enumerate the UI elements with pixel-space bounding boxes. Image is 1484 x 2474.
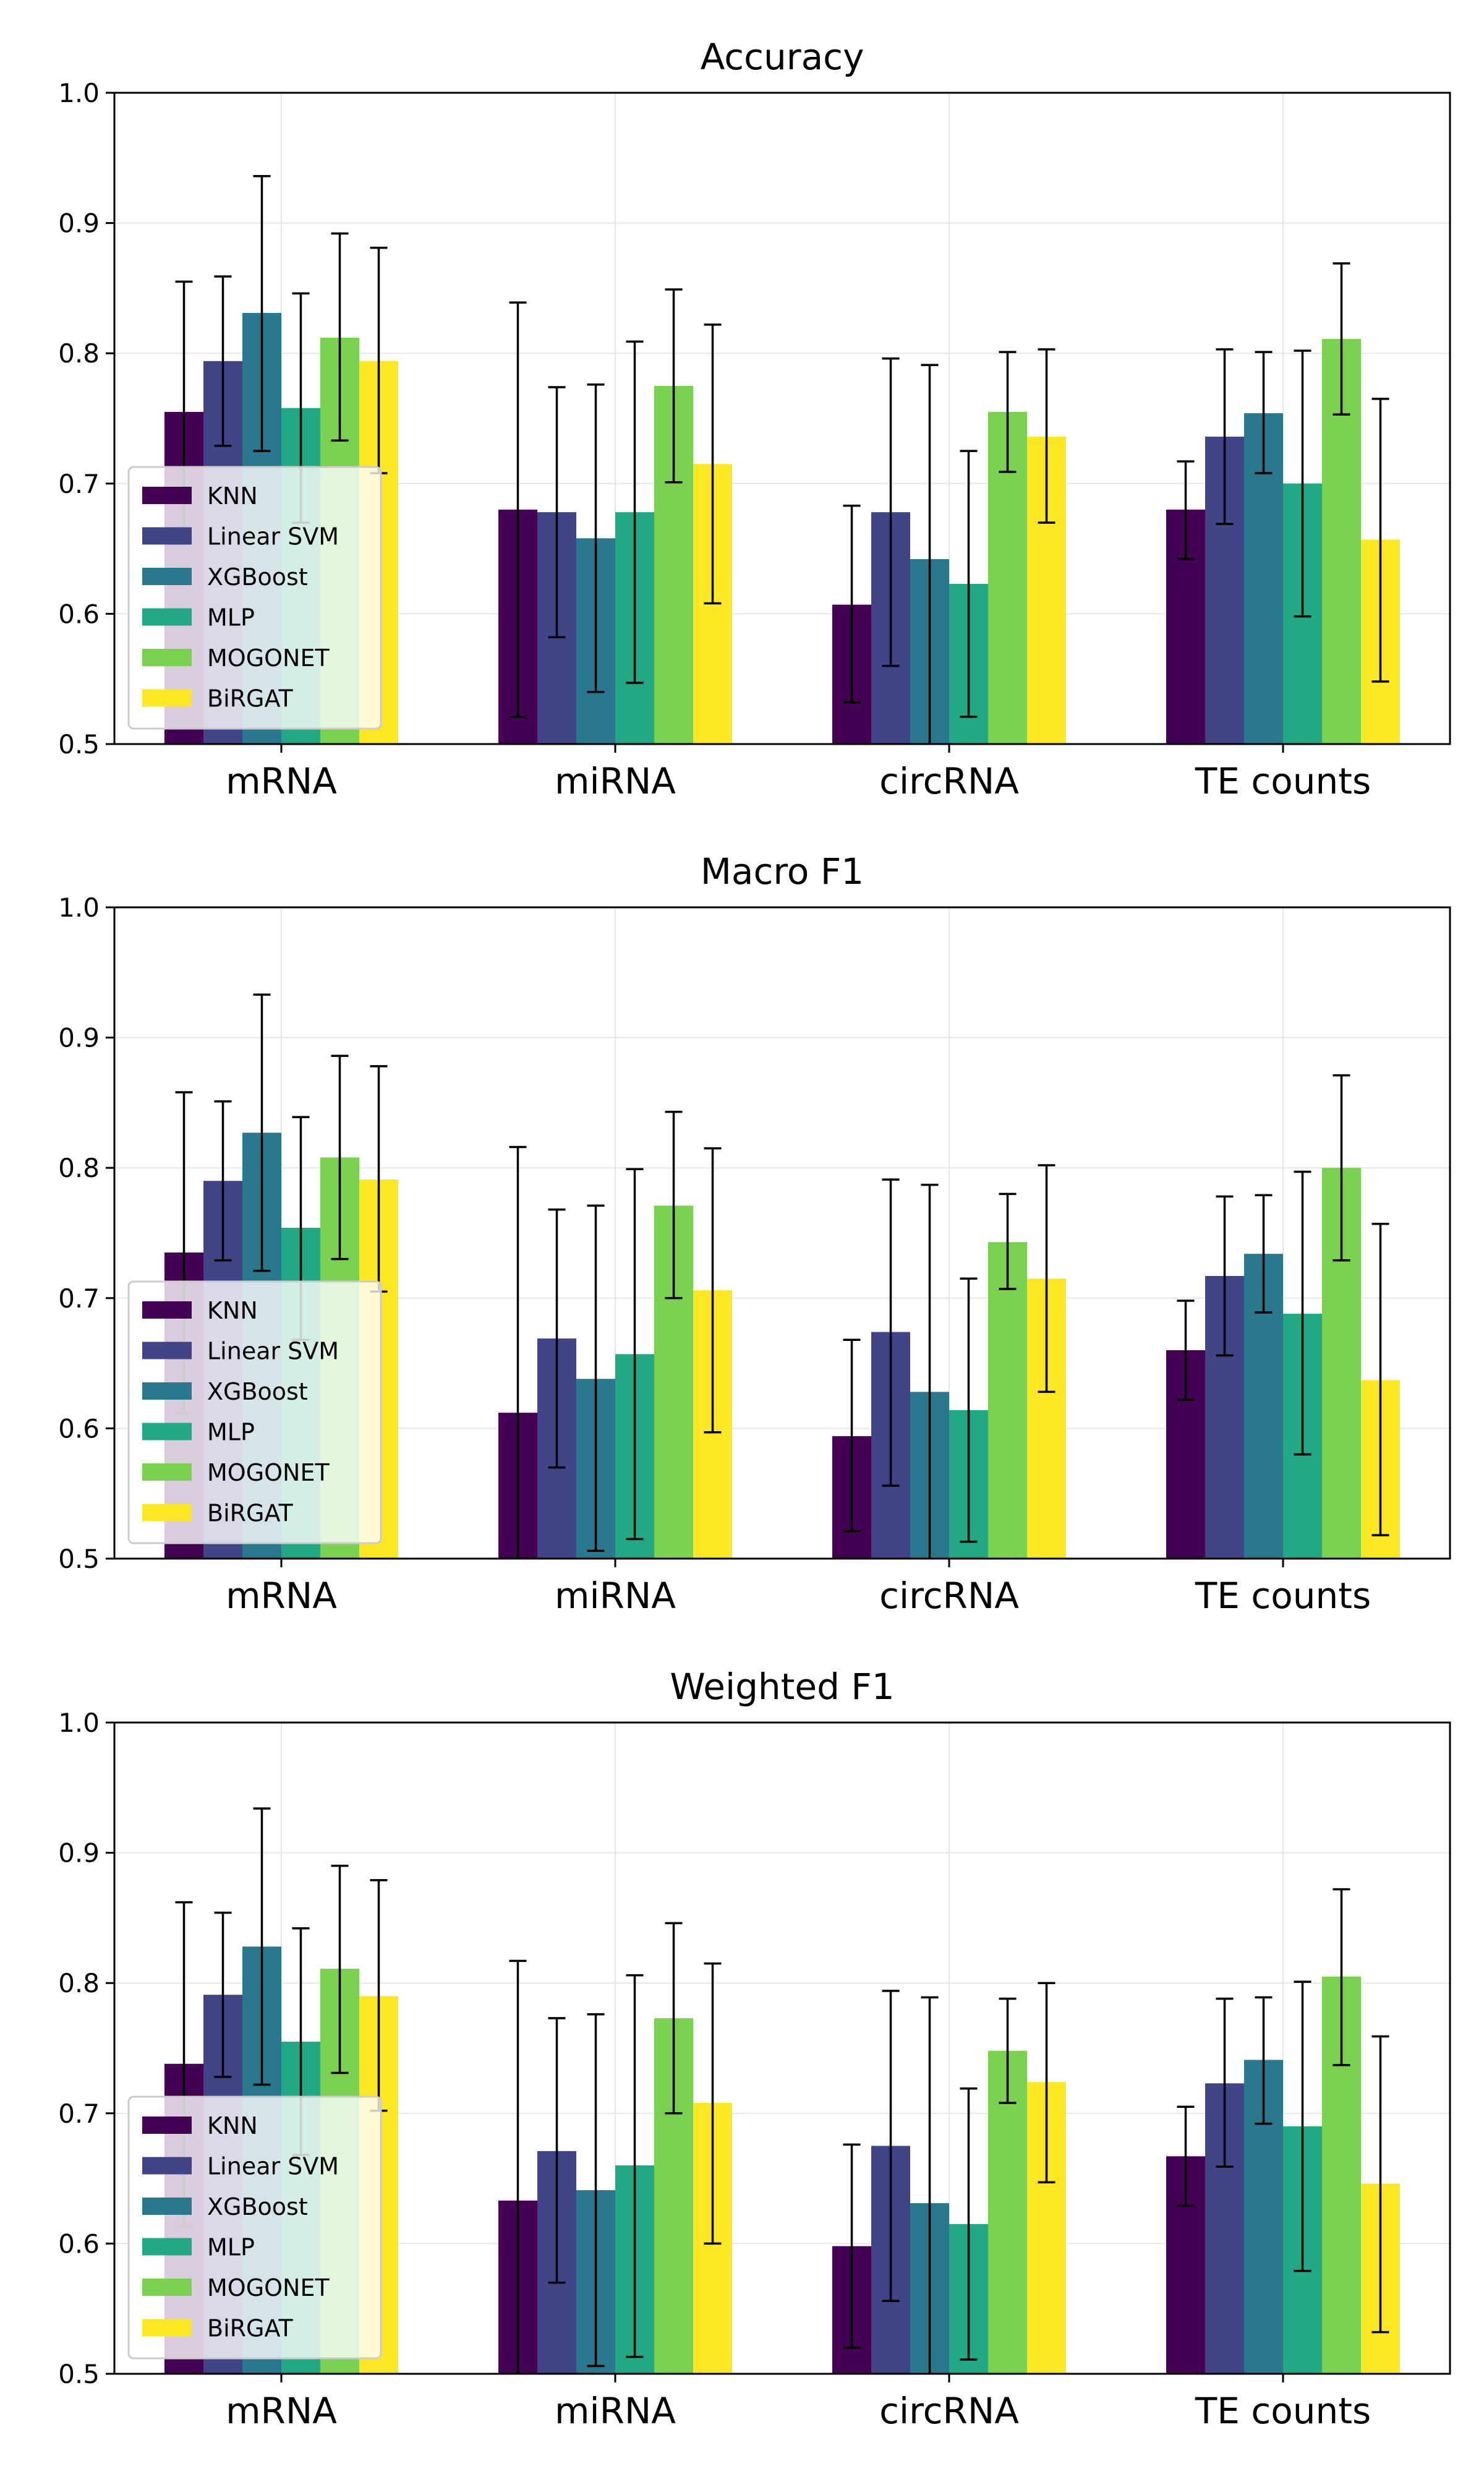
- legend-swatch: [142, 1423, 192, 1440]
- legend-label: KNN: [207, 2112, 258, 2139]
- legend-swatch: [142, 2319, 192, 2337]
- legend-swatch: [142, 2157, 192, 2175]
- y-tick-label: 0.5: [58, 1544, 100, 1574]
- axes-frame: [113, 92, 1451, 745]
- x-tick-label: TE counts: [1195, 1575, 1371, 1617]
- legend-swatch: [142, 568, 192, 585]
- chart-title: Macro F1: [701, 850, 864, 892]
- chart-title: Weighted F1: [670, 1666, 894, 1708]
- legend: KNN Linear SVM XGBoost MLP MOGONET BiRGAT: [127, 1280, 382, 1544]
- x-tick-label: mRNA: [226, 1575, 337, 1617]
- x-tick-label: circRNA: [879, 2390, 1019, 2432]
- legend: KNN Linear SVM XGBoost MLP MOGONET BiRGAT: [127, 2095, 382, 2360]
- legend-swatch: [142, 689, 192, 707]
- legend-label: BiRGAT: [207, 2315, 294, 2342]
- legend-swatch: [142, 2279, 192, 2296]
- legend-label: BiRGAT: [207, 685, 294, 713]
- legend-label: MLP: [207, 1419, 255, 1446]
- legend-swatch: [142, 1301, 192, 1319]
- legend-label: MOGONET: [207, 2274, 330, 2301]
- legend-label: KNN: [207, 1297, 258, 1324]
- y-tick-label: 0.7: [58, 469, 100, 499]
- y-tick-label: 0.7: [58, 2099, 100, 2129]
- chart-panel-2: Macro F1 0.5 0.6 0.7 0.8 0.9 1.0 mRNA miRNA circR…: [58, 850, 1451, 1617]
- y-tick-label: 0.6: [58, 2228, 100, 2259]
- legend-label: XGBoost: [207, 563, 308, 591]
- legend: KNN Linear SVM XGBoost MLP MOGONET BiRGAT: [127, 466, 382, 730]
- y-tick-label: 1.0: [58, 892, 100, 923]
- chart-panel-3: Weighted F1 0.5 0.6 0.7 0.8 0.9 1.0 mRNA miRNA ci…: [58, 1666, 1451, 2432]
- legend-swatch: [142, 649, 192, 666]
- y-tick-label: 0.9: [58, 1023, 100, 1053]
- y-tick-label: 0.6: [58, 599, 100, 629]
- y-tick-label: 1.0: [58, 78, 100, 108]
- legend-swatch: [142, 1463, 192, 1481]
- y-tick-label: 0.9: [58, 208, 100, 239]
- legend-label: MOGONET: [207, 1459, 330, 1486]
- legend-swatch: [142, 2198, 192, 2215]
- legend-swatch: [142, 2117, 192, 2134]
- bar: [988, 2050, 1027, 2374]
- x-tick-label: miRNA: [555, 2390, 676, 2432]
- legend-label: Linear SVM: [207, 2153, 339, 2180]
- legend-swatch: [142, 487, 192, 504]
- legend-label: MLP: [207, 2234, 255, 2261]
- legend-swatch: [142, 527, 192, 545]
- legend-label: MOGONET: [207, 644, 330, 672]
- x-tick-label: TE counts: [1195, 760, 1371, 802]
- x-tick-label: TE counts: [1195, 2390, 1371, 2432]
- x-tick-label: miRNA: [555, 760, 676, 802]
- x-tick-label: miRNA: [555, 1575, 676, 1617]
- y-tick-label: 0.8: [58, 1968, 100, 1998]
- y-tick-label: 0.8: [58, 338, 100, 369]
- y-tick-label: 0.6: [58, 1413, 100, 1444]
- legend-label: Linear SVM: [207, 523, 339, 550]
- legend-swatch: [142, 2238, 192, 2256]
- chart-panel-1: Accuracy 0.5 0.6 0.7 0.8 0.9 1.0 mRNA miRNA circR…: [58, 36, 1451, 802]
- y-tick-label: 0.7: [58, 1283, 100, 1314]
- x-tick-label: mRNA: [226, 2390, 337, 2432]
- legend-swatch: [142, 1342, 192, 1359]
- legend-label: Linear SVM: [207, 1338, 339, 1365]
- legend-label: XGBoost: [207, 2193, 308, 2220]
- legend-swatch: [142, 608, 192, 626]
- y-tick-label: 0.9: [58, 1838, 100, 1868]
- legend-swatch: [142, 1504, 192, 1522]
- y-tick-label: 0.8: [58, 1153, 100, 1183]
- y-tick-label: 1.0: [58, 1708, 100, 1738]
- x-tick-label: circRNA: [879, 760, 1019, 802]
- axes-frame: [113, 906, 1451, 1560]
- legend-label: MLP: [207, 604, 255, 631]
- y-tick-label: 0.5: [58, 2359, 100, 2389]
- bar: [988, 1242, 1027, 1559]
- x-tick-label: circRNA: [879, 1575, 1019, 1617]
- legend-label: BiRGAT: [207, 1500, 294, 1527]
- x-tick-label: mRNA: [226, 760, 337, 802]
- chart-title: Accuracy: [701, 36, 864, 78]
- legend-label: KNN: [207, 482, 258, 510]
- y-tick-label: 0.5: [58, 729, 100, 760]
- legend-label: XGBoost: [207, 1378, 308, 1405]
- legend-swatch: [142, 1382, 192, 1400]
- axes-frame: [113, 1721, 1451, 2375]
